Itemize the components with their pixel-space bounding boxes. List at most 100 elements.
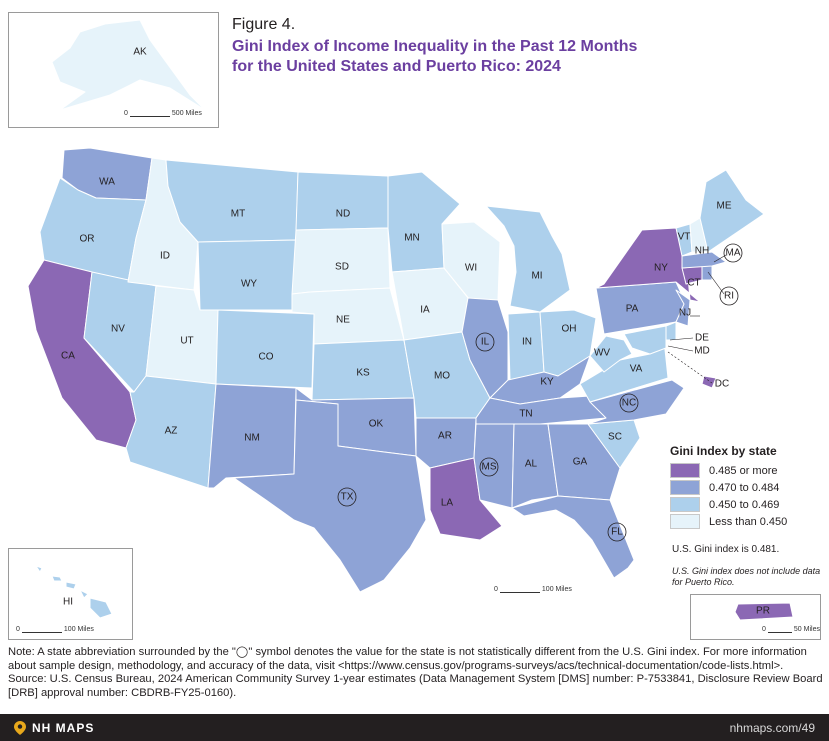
- state-label-nj: NJ: [679, 308, 691, 319]
- figure-label: Figure 4.: [232, 16, 296, 33]
- brand-name: NH MAPS: [32, 720, 95, 735]
- source-text: Source: U.S. Census Bureau, 2024 America…: [8, 673, 823, 699]
- state-label-ga: GA: [573, 457, 588, 468]
- state-label-sc: SC: [608, 432, 622, 443]
- state-label-pr: PR: [756, 606, 770, 617]
- state-wv: [589, 335, 633, 373]
- state-label-nc: NC: [622, 398, 636, 409]
- state-label-ca: CA: [61, 351, 75, 362]
- alaska-scale-bar: 0 500 Miles: [124, 110, 202, 117]
- state-label-mo: MO: [434, 371, 450, 382]
- us-gini-value: U.S. Gini index is 0.481.: [672, 544, 780, 555]
- state-label-al: AL: [525, 459, 538, 470]
- state-hi: [35, 565, 113, 619]
- state-label-mt: MT: [231, 209, 245, 220]
- state-label-ia: IA: [420, 305, 430, 316]
- state-md: [623, 325, 667, 355]
- state-label-il: IL: [481, 337, 490, 348]
- legend-swatch: [670, 480, 700, 495]
- state-label-tx: TX: [341, 492, 354, 503]
- state-label-ut: UT: [180, 336, 193, 347]
- state-label-ak: AK: [133, 47, 147, 58]
- state-label-va: VA: [630, 364, 643, 375]
- state-label-dc: DC: [715, 379, 729, 390]
- state-tx-ring: [337, 487, 357, 507]
- state-label-ne: NE: [336, 315, 350, 326]
- state-label-ct: CT: [687, 278, 700, 289]
- state-label-md: MD: [694, 346, 710, 357]
- state-label-de: DE: [695, 333, 709, 344]
- state-label-ri: RI: [724, 291, 734, 302]
- state-ga: [547, 423, 621, 501]
- state-label-ma: MA: [726, 248, 741, 259]
- state-label-wi: WI: [465, 263, 477, 274]
- legend-swatch: [670, 463, 700, 478]
- state-ma: [681, 251, 727, 269]
- state-ma-ring: [723, 243, 743, 263]
- map-legend: Gini Index by state 0.485 or more 0.470 …: [670, 444, 825, 530]
- state-label-oh: OH: [562, 324, 577, 335]
- state-al: [511, 423, 559, 509]
- state-label-wv: WV: [594, 348, 610, 359]
- state-label-tn: TN: [519, 409, 532, 420]
- state-label-ny: NY: [654, 263, 668, 274]
- state-label-me: ME: [717, 201, 732, 212]
- state-label-co: CO: [259, 352, 274, 363]
- puerto-rico-note: U.S. Gini index does not include data fo…: [672, 566, 821, 587]
- state-label-mn: MN: [404, 233, 420, 244]
- legend-label: 0.470 to 0.484: [709, 481, 780, 494]
- state-label-id: ID: [160, 251, 170, 262]
- state-label-in: IN: [522, 337, 532, 348]
- state-il-ring: [475, 332, 495, 352]
- state-nd: [295, 171, 389, 231]
- state-label-hi: HI: [63, 597, 73, 608]
- state-ak: [51, 19, 206, 111]
- state-label-nm: NM: [244, 433, 260, 444]
- state-tx: [233, 399, 427, 593]
- title-line-1: Gini Index of Income Inequality in the P…: [232, 38, 638, 55]
- state-co: [215, 309, 315, 389]
- state-label-pa: PA: [626, 304, 639, 315]
- state-fl-ring: [607, 522, 627, 542]
- state-label-wa: WA: [99, 177, 115, 188]
- state-dc: [701, 375, 717, 389]
- state-de: [665, 321, 677, 341]
- state-label-la: LA: [441, 498, 454, 509]
- state-label-nh: NH: [695, 246, 709, 257]
- map-pin-icon: [14, 720, 26, 735]
- state-label-ok: OK: [369, 419, 384, 430]
- legend-item: 0.470 to 0.484: [670, 479, 825, 496]
- footer-url-link[interactable]: nhmaps.com/49: [729, 720, 815, 735]
- state-label-mi: MI: [531, 271, 542, 282]
- state-nj: [675, 289, 691, 327]
- state-label-ky: KY: [540, 377, 554, 388]
- notes-block: Note: A state abbreviation surrounded by…: [8, 646, 823, 700]
- state-label-nd: ND: [336, 209, 350, 220]
- brand[interactable]: NH MAPS: [14, 720, 95, 735]
- hawaii-inset: [8, 548, 133, 640]
- state-label-nv: NV: [111, 324, 125, 335]
- state-label-wy: WY: [241, 279, 257, 290]
- state-label-fl: FL: [611, 527, 623, 538]
- legend-item: 0.450 to 0.469: [670, 496, 825, 513]
- state-me: [699, 169, 765, 253]
- state-pr: [734, 602, 794, 621]
- state-label-sd: SD: [335, 262, 349, 273]
- state-label-ms: MS: [482, 462, 497, 473]
- state-label-ks: KS: [356, 368, 370, 379]
- state-fl: [511, 495, 635, 579]
- state-ri: [701, 265, 713, 281]
- state-label-az: AZ: [165, 426, 178, 437]
- state-nc: [587, 379, 685, 425]
- note-text: Note: A state abbreviation surrounded by…: [8, 646, 807, 672]
- state-ms-ring: [479, 457, 499, 477]
- state-ms: [473, 423, 515, 509]
- state-oh: [539, 309, 597, 377]
- state-label-ar: AR: [438, 431, 452, 442]
- legend-item: Less than 0.450: [670, 513, 825, 530]
- figure-title-block: Figure 4. Gini Index of Income Inequalit…: [232, 16, 652, 77]
- hawaii-scale-bar: 0 100 Miles: [16, 626, 94, 633]
- conus-scale-bar: 0 100 Miles: [494, 586, 572, 593]
- state-label-or: OR: [80, 234, 95, 245]
